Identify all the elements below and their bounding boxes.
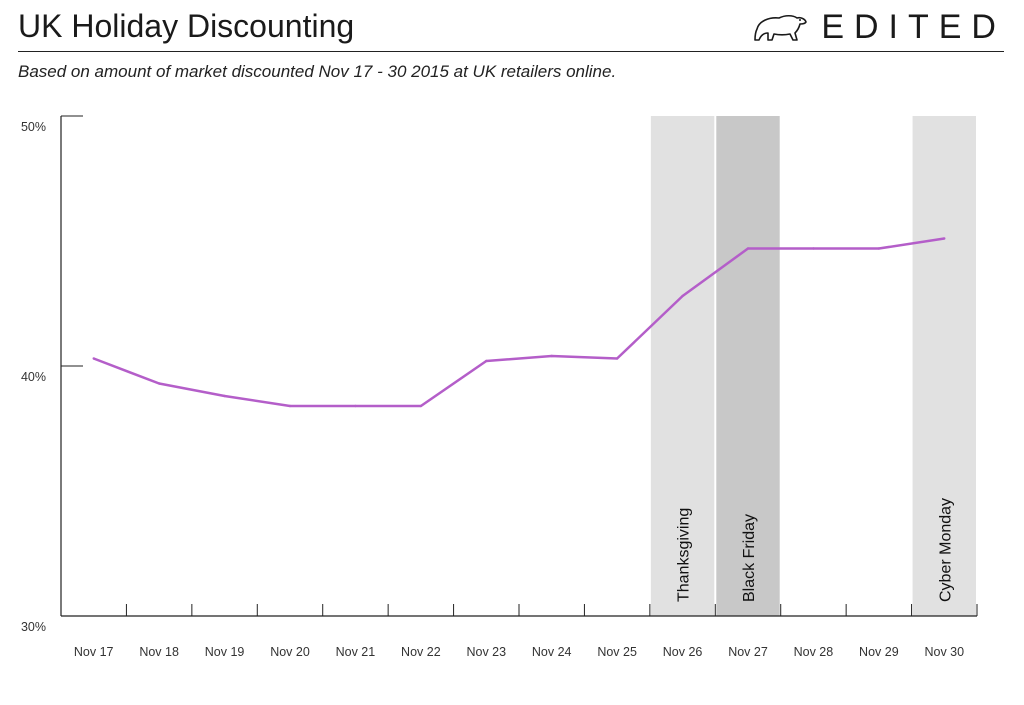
x-tick-label: Nov 30 <box>924 645 964 659</box>
x-tick-label: Nov 21 <box>336 645 376 659</box>
polar-bear-icon <box>754 14 808 41</box>
x-tick-label: Nov 26 <box>663 645 703 659</box>
highlight-label: Thanksgiving <box>676 508 693 602</box>
data-point <box>615 357 619 360</box>
y-tick-label: 40% <box>21 370 46 384</box>
x-tick-label: Nov 23 <box>466 645 506 659</box>
data-point <box>681 294 684 298</box>
data-point <box>92 357 95 360</box>
x-tick-label: Nov 24 <box>532 645 572 659</box>
highlight-label: Black Friday <box>741 514 758 602</box>
data-point <box>877 247 881 250</box>
brand-name: EDITED <box>821 7 1006 46</box>
title-rule <box>18 51 1004 52</box>
data-point <box>157 382 161 385</box>
data-point <box>419 404 423 408</box>
chart-title: UK Holiday Discounting <box>18 8 355 44</box>
y-tick-label: 50% <box>21 120 46 134</box>
data-point <box>812 247 815 250</box>
highlight-label: Cyber Monday <box>937 498 954 602</box>
data-point <box>943 237 946 240</box>
series-line <box>93 237 945 408</box>
x-tick-label: Nov 25 <box>597 645 637 659</box>
x-tick-label: Nov 22 <box>401 645 441 659</box>
x-tick-label: Nov 20 <box>270 645 310 659</box>
x-tick-label: Nov 28 <box>794 645 834 659</box>
data-point <box>485 359 488 363</box>
x-tick-label: Nov 17 <box>74 645 114 659</box>
chart-subtitle: Based on amount of market discounted Nov… <box>18 62 617 81</box>
highlight-band <box>716 116 780 616</box>
x-tick-label: Nov 18 <box>139 645 179 659</box>
data-point <box>550 354 553 358</box>
data-point <box>354 404 357 408</box>
data-point <box>223 394 226 398</box>
highlight-band <box>650 116 715 616</box>
x-tick-label: Nov 19 <box>205 645 245 659</box>
brand-logo: EDITED <box>753 8 1006 46</box>
data-point <box>746 247 750 250</box>
x-tick-label: Nov 29 <box>859 645 899 659</box>
y-tick-label: 30% <box>21 620 46 634</box>
x-tick-label: Nov 27 <box>728 645 768 659</box>
data-point <box>288 404 292 408</box>
highlight-band <box>912 116 976 616</box>
